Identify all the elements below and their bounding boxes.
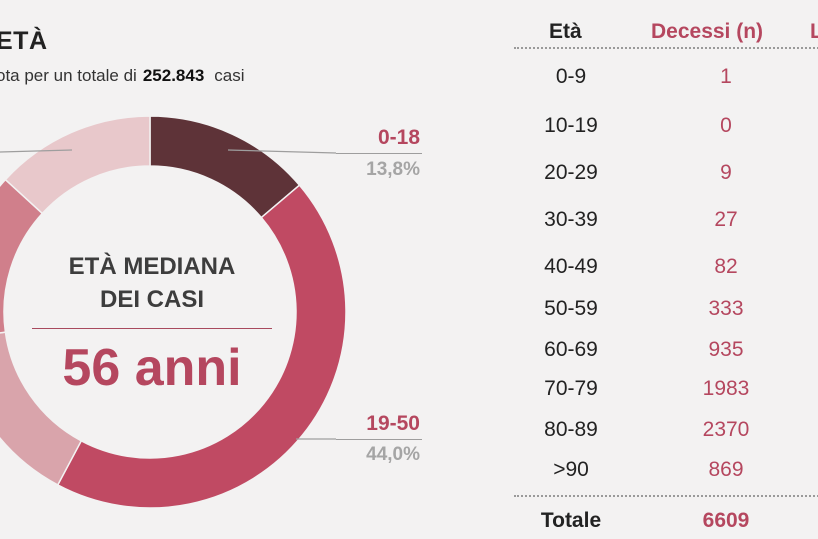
table-cell-age: 20-29 [544, 161, 598, 184]
total-label: Totale [540, 509, 602, 532]
median-age-label-line2: DEI CASI [99, 286, 204, 313]
donut-slice-1 [56, 184, 347, 509]
donut-slice-0 [149, 115, 301, 219]
slice-rule-19-50 [336, 439, 422, 440]
median-age-value: 56 anni [62, 339, 242, 397]
table-cell-age: 50-59 [544, 297, 598, 320]
page-subtitle: ota per un totale di 252.843 casi [0, 66, 245, 86]
col-header-age: Età [549, 20, 582, 43]
median-age-label: ETÀ MEDIANA DEI CASI [32, 250, 272, 316]
median-divider [32, 328, 272, 329]
leader-line-left [0, 149, 73, 153]
donut-slice-4 [4, 115, 151, 215]
slice-label-0-18: 0-18 [377, 126, 420, 149]
col-header-cut: L [810, 20, 818, 43]
table-cell-deaths: 1 [720, 65, 732, 88]
median-age-label-line1: ETÀ MEDIANA [68, 253, 236, 280]
total-deaths: 6609 [702, 509, 750, 532]
table-cell-deaths: 869 [708, 458, 744, 481]
table-cell-deaths: 333 [708, 297, 744, 320]
table-cell-deaths: 82 [714, 255, 738, 278]
table-cell-age: 70-79 [544, 377, 598, 400]
table-bottom-divider [514, 495, 818, 497]
table-cell-age: 30-39 [544, 208, 598, 231]
table-cell-deaths: 27 [714, 208, 738, 231]
table-cell-deaths: 2370 [702, 418, 750, 441]
subtitle-unit: casi [214, 66, 245, 85]
total-cases: 252.843 [142, 66, 205, 85]
table-cell-age: 0-9 [555, 65, 587, 88]
slice-pct-19-50: 44,0% [366, 444, 420, 465]
slice-rule-0-18 [336, 153, 422, 154]
table-cell-age: >90 [553, 458, 589, 481]
table-cell-deaths: 935 [708, 338, 744, 361]
table-cell-age: 10-19 [544, 114, 598, 137]
leader-line-0-18 [227, 149, 337, 154]
table-cell-deaths: 0 [720, 114, 732, 137]
page-title: ETÀ [0, 27, 48, 55]
table-cell-age: 60-69 [544, 338, 598, 361]
slice-pct-0-18: 13,8% [366, 159, 420, 180]
donut-slice-2 [0, 331, 83, 486]
table-cell-deaths: 9 [720, 161, 732, 184]
subtitle-text: ota per un totale di [0, 66, 137, 85]
table-cell-age: 40-49 [544, 255, 598, 278]
table-cell-age: 80-89 [544, 418, 598, 441]
col-header-deaths: Decessi (n) [651, 20, 764, 43]
table-cell-deaths: 1983 [702, 377, 750, 400]
slice-label-19-50: 19-50 [366, 412, 420, 435]
table-top-divider [514, 47, 818, 49]
